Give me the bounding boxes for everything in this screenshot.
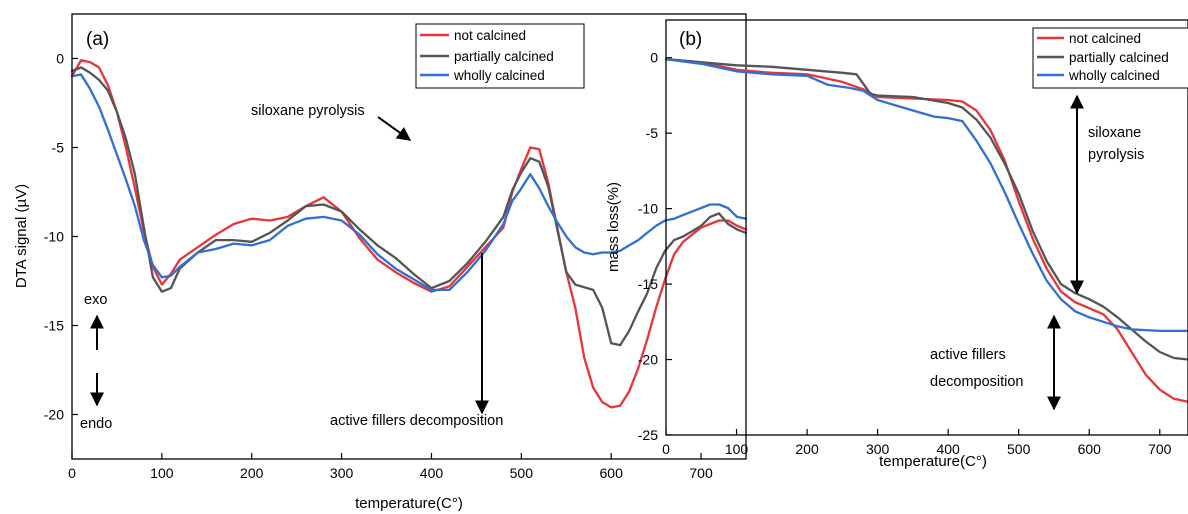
- panel-label-a: (a): [86, 29, 109, 50]
- mass-loss-legend: not calcined partially calcined wholly c…: [1032, 27, 1188, 89]
- mass-loss-series-wholly-calcined: [664, 58, 1188, 333]
- dta-x-axis-label: temperature(C°): [355, 495, 463, 512]
- dta-y-tick-label-15: -15: [44, 318, 64, 334]
- dta-legend: not calcined partially calcined wholly c…: [415, 23, 585, 89]
- dta-annotation-siloxane: siloxane pyrolysis: [251, 103, 365, 119]
- dta-y-tick-label-5: -5: [52, 140, 65, 156]
- dta-series-not-calcined: [70, 59, 748, 409]
- dta-x-tick-label-200: 200: [240, 465, 264, 481]
- mass-loss-y-tick-label-10: -10: [638, 201, 658, 217]
- dta-legend-label-not-calcined: not calcined: [454, 28, 526, 43]
- dta-arrow-siloxane: [377, 116, 412, 141]
- dta-axis-ticks: 0 100 200 300 400 500 600 700 0 -5 -10 -15 -20: [44, 51, 713, 482]
- mass-loss-y-tick-label-20: -20: [638, 352, 658, 368]
- dta-annotation-active: active fillers decomposition: [330, 413, 503, 429]
- dta-y-tick-label-20: -20: [44, 407, 64, 423]
- dta-series-wholly-calcined: [70, 73, 748, 292]
- mass-loss-annotation-active-line1: active fillers: [930, 347, 1006, 363]
- panel-label-b: (b): [679, 29, 702, 50]
- mass-loss-x-axis-label: temperature(C°): [879, 453, 987, 470]
- mass-loss-chart: (b) 0 100 200 300 400 500 600 700 0 -5 -10 -15 -20 -2…: [605, 19, 1188, 470]
- dta-legend-label-partially-calcined: partially calcined: [454, 49, 554, 64]
- mass-loss-series-lines: [664, 58, 1188, 403]
- mass-loss-y-tick-label-5: -5: [646, 125, 659, 141]
- mass-loss-x-tick-label-100: 100: [725, 441, 749, 457]
- mass-loss-legend-label-partially-calcined: partially calcined: [1069, 50, 1169, 65]
- mass-loss-x-tick-label-500: 500: [1007, 441, 1031, 457]
- dta-x-tick-label-700: 700: [689, 465, 713, 481]
- dta-x-tick-label-600: 600: [600, 465, 624, 481]
- dta-y-tick-label-10: -10: [44, 229, 64, 245]
- mass-loss-plot-frame: [665, 19, 1188, 436]
- mass-loss-y-tick-label-25: -25: [638, 427, 658, 443]
- mass-loss-x-tick-label-200: 200: [795, 441, 819, 457]
- mass-loss-legend-label-wholly-calcined: wholly calcined: [1068, 68, 1160, 83]
- mass-loss-annotation-active-line2: decomposition: [930, 374, 1024, 390]
- dta-x-tick-label-300: 300: [330, 465, 354, 481]
- dta-chart: (a) 0 100 200 300 400 500 600 700 0 -5 -10 -15 -20 t…: [13, 13, 748, 512]
- dta-x-tick-label-400: 400: [420, 465, 444, 481]
- dta-legend-label-wholly-calcined: wholly calcined: [453, 68, 545, 83]
- dta-series-partially-calcined: [70, 66, 748, 347]
- mass-loss-x-tick-label-700: 700: [1148, 441, 1172, 457]
- dta-x-tick-label-0: 0: [68, 465, 76, 481]
- dta-annotation-exo: exo: [84, 292, 107, 308]
- dta-y-axis-label: DTA signal (µV): [13, 184, 30, 288]
- dta-annotation-endo: endo: [80, 416, 112, 432]
- mass-loss-axis-ticks: 0 100 200 300 400 500 600 700 0 -5 -10 -15 -20 -25: [638, 50, 1172, 457]
- dta-plot-frame: [71, 13, 747, 460]
- mass-loss-x-tick-label-400: 400: [936, 441, 960, 457]
- mass-loss-legend-label-not-calcined: not calcined: [1069, 31, 1141, 46]
- dta-y-tick-label-0: 0: [56, 51, 64, 67]
- dta-x-tick-label-500: 500: [510, 465, 534, 481]
- mass-loss-series-not-calcined: [664, 58, 1188, 403]
- mass-loss-x-tick-label-0: 0: [662, 441, 670, 457]
- mass-loss-y-tick-label-0: 0: [650, 50, 658, 66]
- mass-loss-x-tick-label-600: 600: [1078, 441, 1102, 457]
- dta-x-tick-label-100: 100: [150, 465, 174, 481]
- mass-loss-x-tick-label-300: 300: [866, 441, 890, 457]
- mass-loss-annotation-siloxane-line2: pyrolysis: [1088, 147, 1144, 163]
- mass-loss-y-axis-label: mass loss(%): [605, 182, 622, 272]
- mass-loss-y-tick-label-15: -15: [638, 276, 658, 292]
- dta-series-lines: [70, 59, 748, 409]
- mass-loss-series-partially-calcined: [664, 58, 1188, 361]
- mass-loss-annotation-siloxane-line1: siloxane: [1088, 125, 1141, 141]
